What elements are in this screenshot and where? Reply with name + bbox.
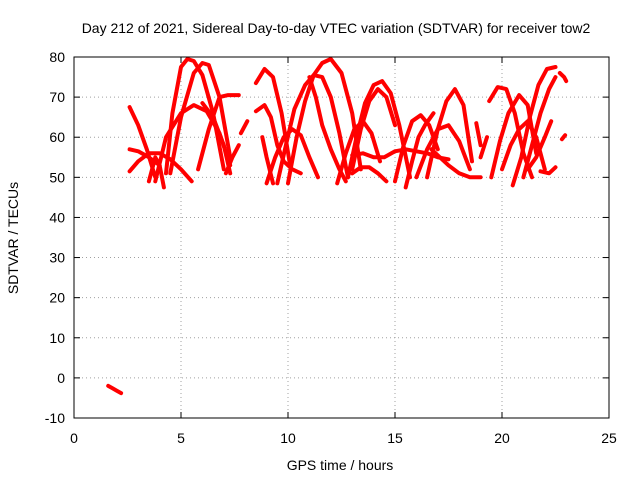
y-tick-label: 60 bbox=[49, 129, 65, 145]
series-track-25 bbox=[393, 113, 440, 184]
series-track-34 bbox=[500, 119, 547, 172]
y-tick-label: 50 bbox=[49, 169, 65, 185]
y-axis-label: SDTVAR / TECUs bbox=[5, 182, 21, 294]
series-track-28 bbox=[425, 87, 474, 180]
series-track-10 bbox=[200, 101, 233, 176]
series-track-37 bbox=[525, 119, 554, 172]
series-track-40 bbox=[559, 133, 568, 142]
y-tick-label: 70 bbox=[49, 89, 65, 105]
series-track-35 bbox=[510, 65, 558, 188]
series-track-11 bbox=[223, 143, 241, 176]
x-tick-label: 10 bbox=[280, 430, 296, 446]
series-track-03 bbox=[127, 151, 194, 184]
series-track-36 bbox=[521, 75, 558, 180]
grid-lines bbox=[74, 57, 609, 418]
series-track-30 bbox=[478, 135, 489, 160]
series-track-22 bbox=[350, 87, 397, 172]
series-track-16 bbox=[264, 127, 320, 186]
x-tick-label: 25 bbox=[601, 430, 617, 446]
series-track-18 bbox=[286, 57, 363, 186]
series-track-29 bbox=[429, 147, 483, 180]
axis-ticks: 0 5 10 15 20 25 -10 0 10 20 30 40 50 60 70 80 bbox=[45, 49, 617, 446]
series-track-12 bbox=[238, 119, 250, 136]
x-tick-label: 5 bbox=[177, 430, 185, 446]
y-tick-label: -10 bbox=[45, 410, 65, 426]
series-track-31 bbox=[474, 121, 483, 148]
y-tick-label: 10 bbox=[49, 330, 65, 346]
series-track-09 bbox=[196, 93, 241, 172]
series-track-27 bbox=[414, 123, 472, 180]
series-track-32 bbox=[487, 85, 534, 180]
x-tick-label: 20 bbox=[494, 430, 510, 446]
series-track-26 bbox=[403, 111, 436, 190]
y-tick-label: 0 bbox=[57, 370, 65, 386]
series-track-01 bbox=[106, 383, 124, 396]
chart-title: Day 212 of 2021, Sidereal Day-to-day VTE… bbox=[82, 20, 591, 36]
plot-frame bbox=[73, 56, 610, 419]
series-track-05 bbox=[146, 155, 166, 190]
series-track-02 bbox=[127, 105, 158, 180]
y-tick-label: 40 bbox=[49, 209, 65, 225]
x-axis-label: GPS time / hours bbox=[287, 457, 394, 473]
series-track-39 bbox=[557, 71, 569, 84]
y-tick-label: 80 bbox=[49, 49, 65, 65]
series-track-13 bbox=[253, 67, 293, 168]
x-tick-label: 15 bbox=[387, 430, 403, 446]
data-series bbox=[106, 57, 569, 396]
series-track-24 bbox=[350, 165, 389, 184]
x-tick-label: 0 bbox=[70, 430, 78, 446]
series-track-38 bbox=[538, 165, 558, 176]
y-tick-label: 20 bbox=[49, 290, 65, 306]
series-track-21 bbox=[345, 79, 412, 180]
series-track-07 bbox=[164, 57, 226, 176]
y-tick-label: 30 bbox=[49, 250, 65, 266]
